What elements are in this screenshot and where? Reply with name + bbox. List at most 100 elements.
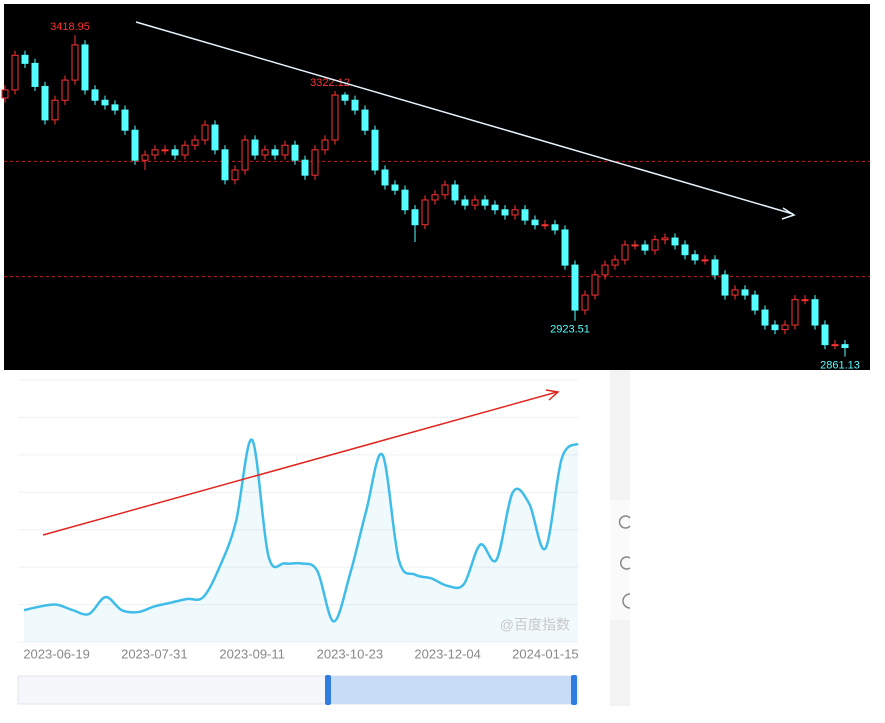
x-tick-label: 2023-09-11 <box>219 646 285 661</box>
candle-body <box>11 54 19 91</box>
tool-icon[interactable] <box>620 556 631 570</box>
candle-body <box>581 294 589 311</box>
candle-body <box>151 149 159 156</box>
candle-body <box>711 259 719 276</box>
candle-body <box>481 199 489 206</box>
candle-body <box>641 244 649 251</box>
candle-body <box>401 189 409 211</box>
x-tick-label: 2024-01-15 <box>512 646 579 661</box>
candle-body <box>241 139 249 171</box>
candle-body <box>771 324 779 331</box>
candle-body <box>651 239 659 251</box>
candle-body <box>21 54 29 64</box>
candle-body <box>211 124 219 151</box>
candle-body <box>181 144 189 156</box>
trend-arrow <box>135 21 794 215</box>
x-tick-label: 2023-06-19 <box>23 646 90 661</box>
candle-body <box>91 89 99 101</box>
candle-body <box>371 129 379 171</box>
high-label: 3322.12 <box>310 77 350 89</box>
low-label: 2923.51 <box>550 324 590 336</box>
zoom-handle[interactable] <box>571 675 577 705</box>
candle-body <box>361 109 369 131</box>
x-tick-label: 2023-10-23 <box>317 646 384 661</box>
candle-body <box>251 139 259 156</box>
candle-body <box>391 184 399 191</box>
candle-body <box>461 199 469 206</box>
plot-bg <box>18 380 578 642</box>
area <box>24 439 578 642</box>
zoom-handle[interactable] <box>325 675 331 705</box>
candle-body <box>821 324 829 346</box>
candle-body <box>271 149 279 156</box>
candle-body <box>231 169 239 181</box>
candle-body <box>221 149 229 181</box>
candle-body <box>561 229 569 266</box>
candle-body <box>601 264 609 276</box>
candle-body <box>631 244 639 247</box>
index-chart: 2023-06-19 2023-07-31 2023-09-11 2023-10-23… <box>18 379 579 661</box>
candle-body <box>71 44 79 81</box>
low-label: 2861.13 <box>820 360 860 372</box>
candle-body <box>191 139 199 146</box>
candle-body <box>761 309 769 326</box>
candle-body <box>341 94 349 101</box>
candle-body <box>611 259 619 266</box>
candle-body <box>61 79 69 101</box>
candle-body <box>661 237 669 241</box>
line <box>23 438 579 623</box>
candle-body <box>441 184 449 196</box>
candle-body <box>81 44 89 91</box>
candle-body <box>571 264 579 311</box>
arrow-head <box>781 207 796 220</box>
candle-body <box>671 237 679 246</box>
candle-body <box>261 149 269 156</box>
candle-body <box>501 209 509 216</box>
candle-body <box>281 144 289 156</box>
candle-body <box>831 344 839 347</box>
candle-body <box>551 224 559 231</box>
candle-body <box>431 194 439 201</box>
candle-body <box>731 289 739 296</box>
candle-body <box>541 224 549 227</box>
candle-chart <box>1 35 870 357</box>
candle-body <box>491 204 499 211</box>
tool-icon[interactable] <box>622 593 631 609</box>
candle-body <box>131 129 139 161</box>
x-tick-label: 2023-12-04 <box>414 646 481 661</box>
x-tick-label: 2023-07-31 <box>121 646 188 661</box>
candle-body <box>351 99 359 111</box>
candle-body <box>41 85 49 121</box>
candle-body <box>381 169 389 186</box>
candle-body <box>111 104 119 111</box>
candle-body <box>101 99 109 106</box>
candle-body <box>1 89 9 99</box>
tool-icon[interactable] <box>618 515 631 529</box>
candle-body <box>31 62 39 87</box>
candle-body <box>51 99 59 121</box>
candle-body <box>591 274 599 296</box>
arrow-head <box>545 389 560 401</box>
candle-body <box>781 324 789 331</box>
candle-body <box>811 299 819 326</box>
candle-body <box>321 139 329 151</box>
candle-body <box>701 259 709 262</box>
candle-body <box>411 209 419 226</box>
zoom-range[interactable] <box>328 676 576 704</box>
candle-panel <box>4 4 870 370</box>
candle-body <box>201 124 209 141</box>
candle-body <box>291 144 299 161</box>
candle-body <box>751 294 759 311</box>
candle-body <box>451 184 459 201</box>
candle-body <box>721 274 729 296</box>
candle-body <box>121 109 129 131</box>
candle-body <box>141 154 149 161</box>
candle-body <box>171 149 179 156</box>
candle-body <box>311 149 319 176</box>
candle-body <box>511 209 519 216</box>
candle-body <box>331 94 339 141</box>
candle-body <box>741 289 749 296</box>
candle-body <box>521 209 529 221</box>
candle-body <box>691 254 699 261</box>
candle-body <box>421 199 429 226</box>
